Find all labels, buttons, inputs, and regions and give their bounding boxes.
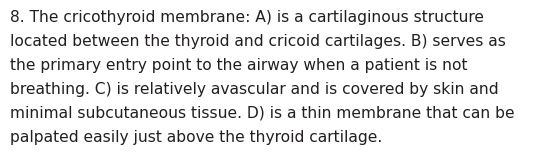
Text: palpated easily just above the thyroid cartilage.: palpated easily just above the thyroid c… [10,130,382,145]
Text: breathing. C) is relatively avascular and is covered by skin and: breathing. C) is relatively avascular an… [10,82,499,97]
Text: located between the thyroid and cricoid cartilages. B) serves as: located between the thyroid and cricoid … [10,34,506,49]
Text: 8. The cricothyroid membrane: A) is a cartilaginous structure: 8. The cricothyroid membrane: A) is a ca… [10,10,484,25]
Text: the primary entry point to the airway when a patient is not: the primary entry point to the airway wh… [10,58,468,73]
Text: minimal subcutaneous tissue. D) is a thin membrane that can be: minimal subcutaneous tissue. D) is a thi… [10,106,514,121]
